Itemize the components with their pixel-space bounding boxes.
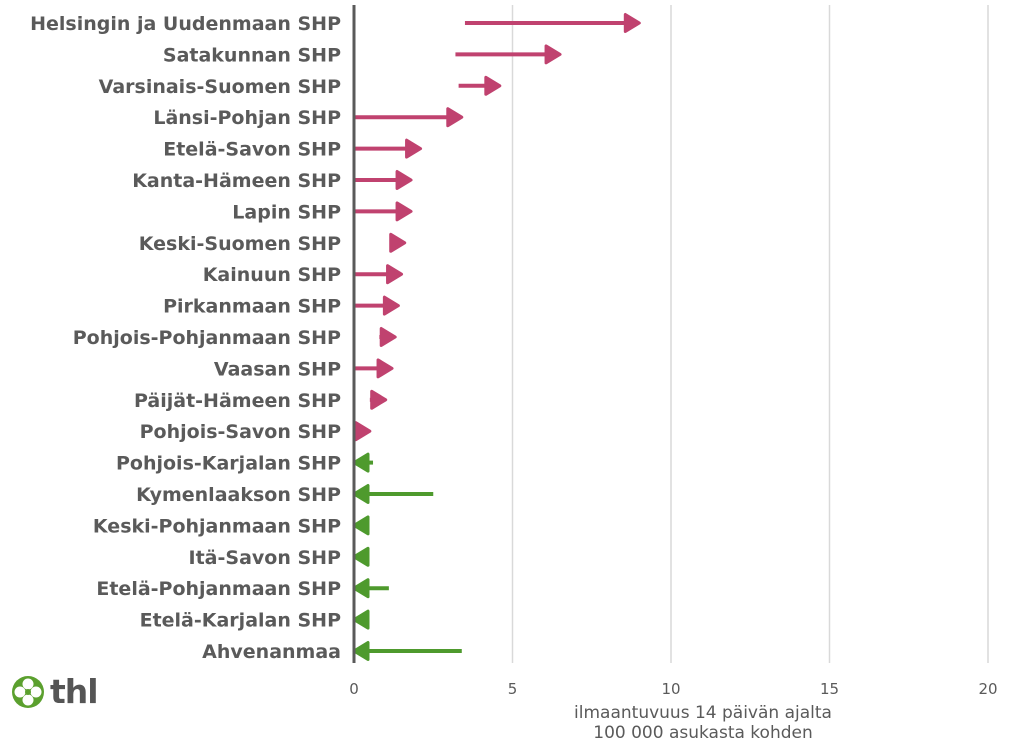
- arrow-head: [354, 421, 372, 442]
- arrow-head: [389, 232, 407, 253]
- arrow-head: [386, 264, 404, 285]
- category-label: Etelä-Savon SHP: [163, 139, 341, 161]
- arrow-head: [544, 44, 562, 65]
- arrow-mark: [369, 389, 388, 410]
- arrow-mark: [352, 546, 370, 567]
- arrow-mark: [379, 327, 397, 347]
- x-tick-label: 5: [508, 680, 518, 698]
- category-label: Itä-Savon SHP: [189, 547, 342, 569]
- arrow-mark: [352, 484, 434, 504]
- arrow-head: [484, 75, 502, 96]
- arrow-mark: [352, 515, 370, 536]
- arrow-mark: [352, 578, 389, 599]
- arrow-mark: [352, 452, 374, 473]
- thl-logo: thl: [10, 672, 99, 711]
- arrow-mark: [354, 295, 400, 316]
- arrow-head: [352, 641, 370, 661]
- category-label: Päijät-Hämeen SHP: [134, 390, 341, 412]
- arrow-head: [352, 546, 370, 567]
- logo-text: thl: [50, 672, 99, 711]
- category-label: Pohjois-Pohjanmaan SHP: [73, 327, 341, 349]
- category-label: Satakunnan SHP: [163, 44, 341, 66]
- arrow-head: [352, 484, 370, 504]
- x-axis-label-line2: 100 000 asukasta kohden: [593, 723, 813, 741]
- arrow-head: [352, 452, 370, 473]
- category-label: Pohjois-Savon SHP: [140, 421, 341, 443]
- category-label: Helsingin ja Uudenmaan SHP: [30, 13, 341, 35]
- arrow-head: [446, 107, 464, 128]
- category-label: Etelä-Pohjanmaan SHP: [96, 578, 341, 600]
- category-label: Kymenlaakson SHP: [136, 484, 341, 506]
- arrow-mark: [389, 232, 407, 253]
- x-tick-labels: 0 5 10 15 20: [349, 680, 997, 698]
- x-tick-label: 15: [820, 680, 839, 698]
- arrow-mark: [352, 609, 370, 630]
- category-label: Keski-Suomen SHP: [139, 233, 341, 255]
- arrow-head: [405, 138, 423, 159]
- arrow-mark: [458, 75, 502, 96]
- arrow-head: [352, 515, 370, 536]
- arrows: [352, 13, 641, 661]
- arrow-head: [352, 609, 370, 630]
- arrow-mark: [354, 264, 404, 285]
- x-tick-label: 10: [661, 680, 680, 698]
- category-label: Pohjois-Karjalan SHP: [116, 453, 341, 475]
- arrow-mark: [354, 358, 394, 379]
- category-label: Lapin SHP: [232, 201, 341, 223]
- category-label: Ahvenanmaa: [202, 641, 341, 663]
- grid-lines: [511, 5, 989, 663]
- category-labels: Helsingin ja Uudenmaan SHP Satakunnan SHP…: [30, 13, 341, 663]
- category-label: Länsi-Pohjan SHP: [153, 107, 341, 129]
- x-tick-label: 20: [978, 680, 997, 698]
- category-label: Etelä-Karjalan SHP: [140, 610, 341, 632]
- arrow-mark: [352, 641, 462, 661]
- arrow-mark: [354, 421, 372, 442]
- arrow-head: [379, 327, 397, 347]
- arrow-head: [623, 13, 641, 33]
- arrow-head: [395, 170, 413, 190]
- arrow-mark: [354, 201, 413, 222]
- category-label: Kanta-Hämeen SHP: [132, 170, 341, 192]
- category-label: Pirkanmaan SHP: [163, 296, 341, 318]
- arrow-mark: [354, 170, 413, 190]
- x-axis-label-line1: ilmaantuvuus 14 päivän ajalta: [574, 703, 832, 723]
- arrow-head: [352, 578, 370, 599]
- arrow-head: [376, 358, 394, 379]
- arrow-head: [382, 295, 400, 316]
- category-label: Vaasan SHP: [214, 358, 341, 380]
- category-label: Varsinais-Suomen SHP: [99, 76, 341, 98]
- arrow-head: [370, 389, 388, 410]
- category-label: Kainuun SHP: [203, 264, 341, 286]
- flower-icon: [12, 676, 44, 708]
- category-label: Keski-Pohjanmaan SHP: [93, 515, 341, 537]
- arrow-head: [395, 201, 413, 222]
- arrow-mark: [464, 13, 641, 33]
- arrow-mark: [354, 107, 464, 128]
- x-tick-label: 0: [349, 680, 359, 698]
- arrow-mark: [455, 44, 562, 65]
- arrow-mark: [354, 138, 423, 159]
